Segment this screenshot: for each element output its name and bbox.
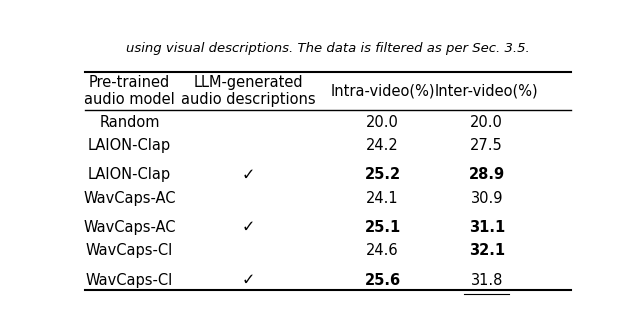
Text: LLM-generated
audio descriptions: LLM-generated audio descriptions [181,75,316,107]
Text: WavCaps-Cl: WavCaps-Cl [86,243,173,258]
Text: 31.8: 31.8 [470,273,503,288]
Text: 20.0: 20.0 [366,115,399,130]
Text: LAION-Clap: LAION-Clap [88,167,171,182]
Text: WavCaps-AC: WavCaps-AC [83,220,176,235]
Text: 24.6: 24.6 [366,243,399,258]
Text: 27.5: 27.5 [470,138,503,153]
Text: ✓: ✓ [242,167,255,182]
Text: 25.1: 25.1 [364,220,401,235]
Text: Pre-trained
audio model: Pre-trained audio model [84,75,175,107]
Text: 20.0: 20.0 [470,115,503,130]
Text: 24.1: 24.1 [366,191,399,206]
Text: WavCaps-Cl: WavCaps-Cl [86,273,173,288]
Text: WavCaps-AC: WavCaps-AC [83,191,176,206]
Text: 25.6: 25.6 [365,273,401,288]
Text: 25.2: 25.2 [365,167,401,182]
Text: 28.9: 28.9 [468,167,505,182]
Text: 31.1: 31.1 [468,220,505,235]
Text: Random: Random [99,115,160,130]
Text: Intra-video(%): Intra-video(%) [330,83,435,98]
Text: ✓: ✓ [242,220,255,235]
Text: 30.9: 30.9 [470,191,503,206]
Text: 24.2: 24.2 [366,138,399,153]
Text: Inter-video(%): Inter-video(%) [435,83,538,98]
Text: using visual descriptions. The data is filtered as per Sec. 3.5.: using visual descriptions. The data is f… [126,42,530,55]
Text: LAION-Clap: LAION-Clap [88,138,171,153]
Text: 32.1: 32.1 [468,243,505,258]
Text: ✓: ✓ [242,273,255,288]
